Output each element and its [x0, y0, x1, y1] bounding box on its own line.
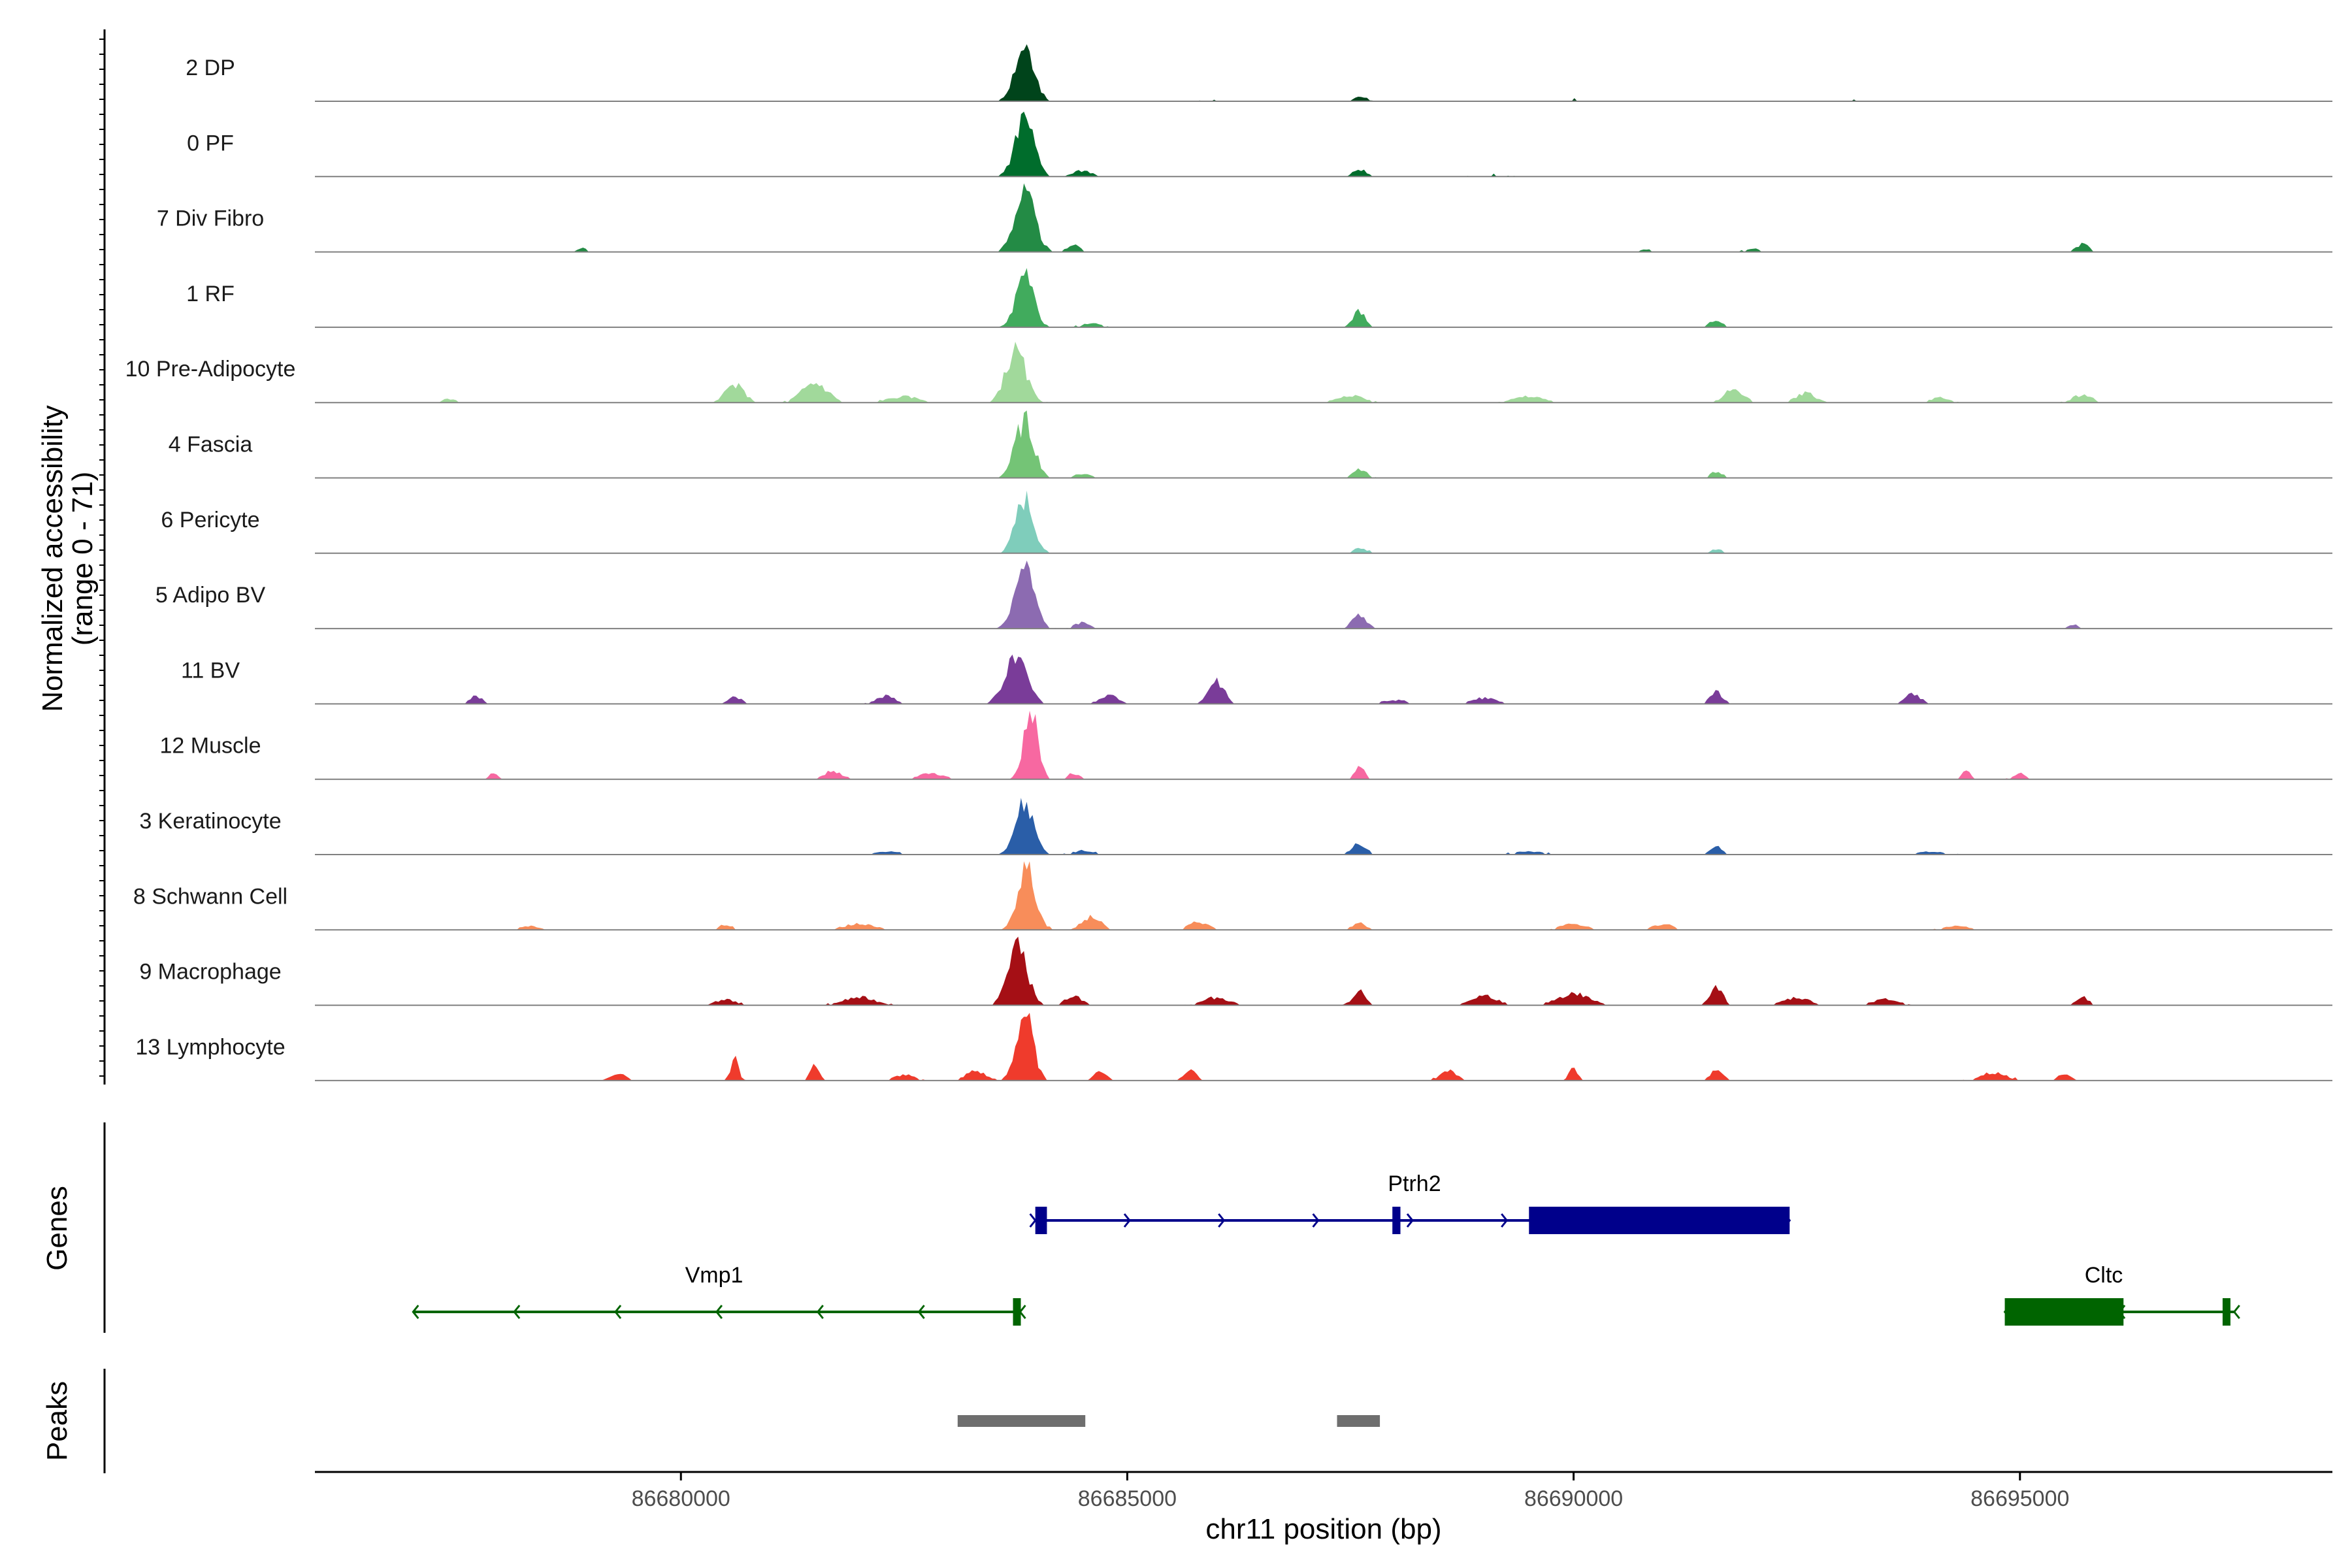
track-label: 4 Fascia: [169, 433, 253, 457]
gene-model: Cltc: [2003, 1263, 2240, 1326]
track-label: 9 Macrophage: [139, 960, 281, 985]
coverage-area-track: [315, 798, 2332, 855]
gene-cds-block: [1529, 1207, 1790, 1234]
gene-cds-block: [2004, 1298, 2124, 1326]
track-label: 5 Adipo BV: [155, 583, 266, 608]
x-tick-label: 86695000: [1970, 1486, 2069, 1511]
x-axis-title: chr11 position (bp): [1205, 1513, 1441, 1545]
strand-arrow: [917, 1305, 925, 1319]
peaks-panel-label: Peaks: [41, 1381, 73, 1461]
strand-arrow: [1019, 1305, 1026, 1319]
x-axis-ticks: 86680000 86685000 86690000 86695000: [632, 1472, 2069, 1511]
coverage-area-track: [315, 268, 2332, 327]
strand-arrow: [614, 1305, 622, 1319]
strand-arrow: [412, 1305, 419, 1319]
strand-arrow: [1029, 1213, 1037, 1228]
strand-arrow: [1218, 1213, 1226, 1228]
coverage-area-track: [315, 490, 2332, 553]
coverage-area-track: [315, 561, 2332, 629]
gene-exon: [2222, 1298, 2230, 1326]
track-labels: 2 DP 0 PF 7 Div Fibro 1 RF 10 Pre-Adipocyte 4…: [125, 56, 296, 1060]
coverage-area-track: [315, 342, 2332, 403]
track-label: 1 RF: [186, 282, 235, 306]
gene-model: Ptrh2: [1029, 1171, 1791, 1234]
gene-exon: [1013, 1298, 1021, 1326]
track-label: 2 DP: [186, 56, 235, 80]
track-label: 6 Pericyte: [161, 508, 259, 532]
coverage-area-track: [315, 654, 2332, 704]
coverage-area-track: [315, 410, 2332, 478]
gene-name-label: Vmp1: [685, 1263, 743, 1288]
peak-region-bar: [1337, 1415, 1380, 1427]
gene-model: Vmp1: [412, 1263, 1026, 1326]
strand-arrow: [816, 1305, 824, 1319]
coverage-area-track: [315, 936, 2332, 1005]
coverage-area-track: [315, 44, 2332, 101]
gene-name-label: Ptrh2: [1388, 1171, 1441, 1196]
y-axis-ticks: [99, 39, 105, 1077]
strand-arrow: [715, 1305, 723, 1319]
peak-region-bar: [957, 1415, 1086, 1427]
track-label: 8 Schwann Cell: [133, 884, 287, 909]
coverage-area-track: [315, 183, 2332, 252]
strand-arrow: [2232, 1305, 2240, 1319]
track-label: 7 Div Fibro: [157, 206, 264, 231]
track-label: 10 Pre-Adipocyte: [125, 357, 296, 382]
gene-annotations: Ptrh2 Vmp1 Cltc: [412, 1171, 2240, 1326]
coverage-area-track: [315, 1013, 2332, 1081]
track-label: 0 PF: [187, 131, 234, 155]
strand-arrow: [1501, 1213, 1509, 1228]
x-tick-label: 86690000: [1524, 1486, 1623, 1511]
peak-regions: [957, 1415, 1380, 1427]
x-tick-label: 86680000: [632, 1486, 730, 1511]
track-label: 13 Lymphocyte: [135, 1035, 285, 1060]
track-label: 11 BV: [181, 658, 240, 683]
genes-panel-label: Genes: [41, 1186, 73, 1271]
coverage-area-track: [315, 710, 2332, 779]
gene-exon: [1035, 1207, 1047, 1234]
gene-name-label: Cltc: [2085, 1263, 2123, 1288]
strand-arrow: [1312, 1213, 1320, 1228]
x-tick-label: 86685000: [1078, 1486, 1177, 1511]
track-label: 3 Keratinocyte: [139, 809, 281, 834]
strand-arrow: [1123, 1213, 1131, 1228]
coverage-tracks: [315, 44, 2332, 1081]
gene-exon: [1392, 1207, 1401, 1234]
coverage-area-track: [315, 861, 2332, 930]
strand-arrow: [1406, 1213, 1414, 1228]
y-axis-title: Normalized accessibility(range 0 - 71): [37, 405, 99, 711]
strand-arrow: [513, 1305, 521, 1319]
coverage-area-track: [315, 111, 2332, 177]
track-label: 12 Muscle: [160, 734, 261, 759]
